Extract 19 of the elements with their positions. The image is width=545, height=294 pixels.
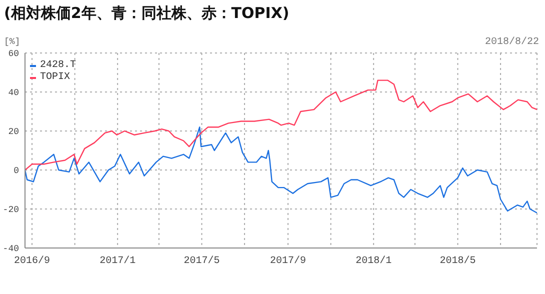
y-tick-label: 40 [8, 88, 19, 98]
x-tick-label: 2018/5 [440, 255, 476, 268]
x-tick-label: 2018/1 [356, 255, 392, 268]
y-tick-label: 0 [14, 166, 19, 176]
legend-label: 2428.T [40, 60, 76, 72]
x-tick-label: 2017/9 [270, 255, 306, 268]
x-tick-label: 2017/5 [184, 255, 220, 268]
chart-title: (相対株価2年、青：同社株、赤：TOPIX) [4, 4, 290, 23]
y-tick-label: 60 [8, 49, 19, 60]
x-tick-label: 2016/9 [14, 255, 50, 268]
y-tick-label: 20 [8, 127, 19, 138]
x-tick-label: 2017/1 [100, 255, 136, 268]
y-tick-label: -20 [2, 205, 19, 216]
text: 2018/8/22 [484, 37, 539, 48]
y-axis-title: [%] [4, 37, 20, 47]
legend-label: TOPIX [40, 72, 70, 84]
line-series [25, 80, 537, 171]
y-tick-label: -40 [2, 244, 19, 254]
line-series [25, 126, 537, 214]
